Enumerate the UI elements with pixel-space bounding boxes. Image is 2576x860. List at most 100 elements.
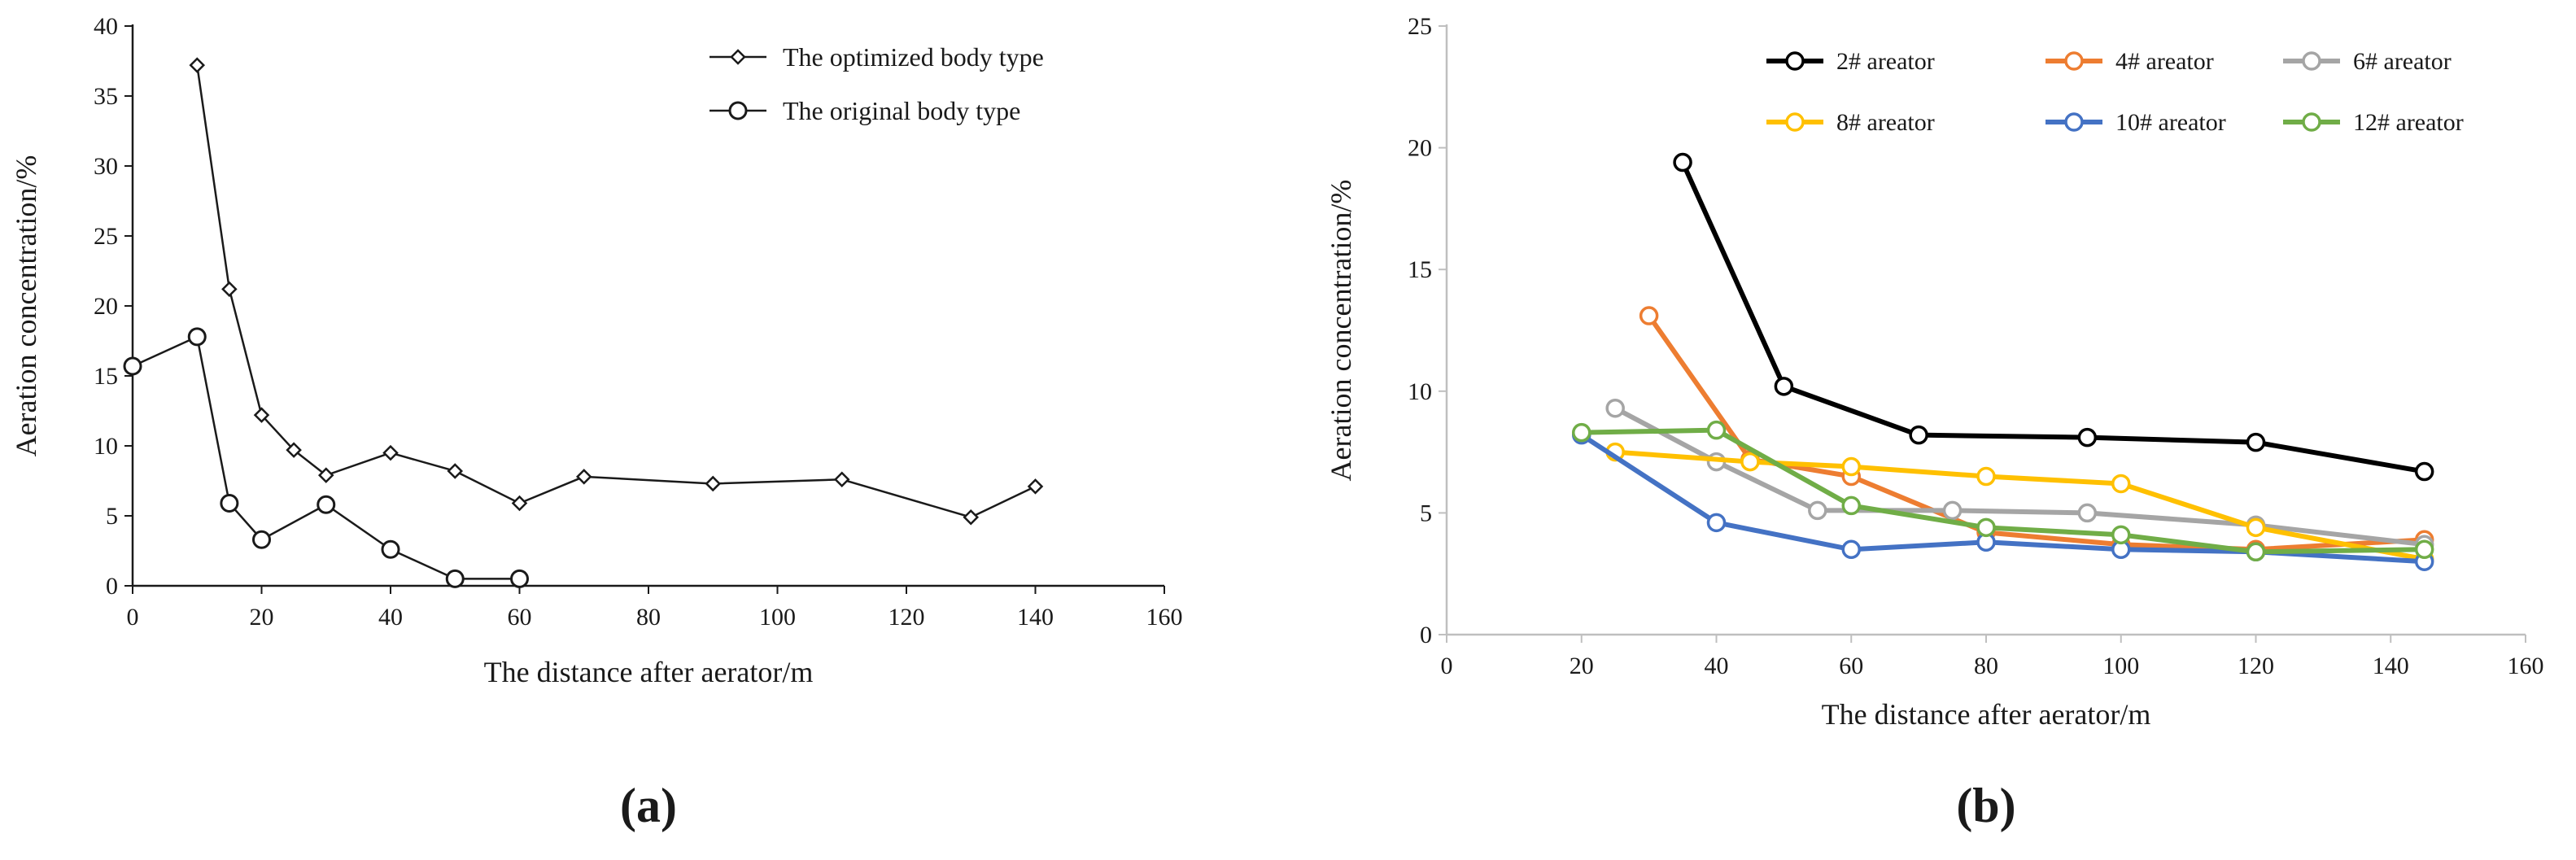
y-tick-label: 25 — [94, 223, 118, 250]
data-point — [1706, 513, 1727, 533]
panel-label: (b) — [1956, 779, 2015, 832]
series-12-areator — [1572, 420, 2434, 562]
series-line — [196, 64, 1037, 518]
x-tick-label: 60 — [508, 604, 532, 631]
data-point — [252, 530, 271, 549]
data-point — [1841, 495, 1861, 516]
data-point — [1808, 500, 1827, 521]
x-axis-label: The distance after aerator/m — [484, 656, 814, 688]
data-point — [575, 469, 592, 485]
data-point — [2111, 474, 2131, 494]
x-tick-label: 140 — [2373, 653, 2409, 679]
legend-a — [709, 49, 766, 120]
panel-label: (a) — [620, 779, 677, 832]
legend-marker — [2302, 51, 2321, 71]
data-point — [1706, 420, 1727, 440]
data-point — [2246, 517, 2266, 538]
x-tick-label: 20 — [250, 604, 274, 631]
y-tick-label: 10 — [94, 433, 118, 460]
y-tick-label: 5 — [1420, 500, 1432, 526]
data-point — [1639, 306, 1659, 325]
data-point — [382, 444, 399, 461]
data-point — [2414, 461, 2434, 482]
x-axis-label: The distance after aerator/m — [1822, 698, 2151, 731]
data-point — [317, 495, 336, 514]
x-tick-label: 160 — [1146, 604, 1183, 631]
y-tick-label: 0 — [106, 573, 118, 600]
data-point — [2077, 427, 2098, 447]
data-point — [2111, 525, 2131, 545]
data-point — [963, 509, 980, 526]
data-point — [2414, 539, 2434, 560]
legend-marker — [2064, 112, 2084, 132]
x-tick-label: 80 — [1974, 653, 1998, 679]
legend-label: 8# areator — [1836, 109, 1935, 136]
data-point — [220, 494, 239, 513]
series-line — [132, 335, 520, 580]
x-tick-label: 40 — [378, 604, 403, 631]
legend-label: 2# areator — [1836, 48, 1935, 75]
legend-marker — [2064, 51, 2084, 71]
data-point — [1976, 517, 1996, 538]
data-point — [1909, 425, 1928, 445]
x-tick-label: 0 — [127, 604, 139, 631]
x-tick-label: 140 — [1017, 604, 1054, 631]
series-4-areator — [1639, 306, 2434, 560]
data-point — [1605, 398, 1625, 418]
y-tick-label: 10 — [1408, 378, 1432, 405]
legend-marker — [730, 49, 746, 65]
data-point — [2246, 432, 2266, 452]
y-tick-label: 20 — [1408, 135, 1432, 162]
y-tick-label: 15 — [1408, 256, 1432, 283]
data-point — [1942, 500, 1963, 521]
legend-label: 12# areator — [2353, 109, 2464, 136]
x-tick-label: 100 — [759, 604, 796, 631]
data-point — [286, 442, 302, 458]
y-tick-label: 15 — [94, 363, 118, 390]
y-tick-label: 35 — [94, 83, 118, 110]
legend-marker — [728, 101, 748, 120]
data-point — [2077, 503, 2098, 523]
x-tick-label: 160 — [2508, 653, 2544, 679]
y-axis-label: Aeration concentration/% — [1325, 180, 1357, 482]
x-tick-label: 100 — [2102, 653, 2139, 679]
data-point — [1027, 478, 1044, 495]
data-point — [705, 475, 722, 492]
x-tick-label: 80 — [636, 604, 661, 631]
data-point — [1774, 377, 1794, 396]
series-line — [1580, 433, 2425, 565]
y-tick-label: 25 — [1408, 13, 1432, 40]
legend-label: 6# areator — [2353, 48, 2452, 75]
data-point — [1740, 452, 1760, 472]
x-tick-label: 40 — [1705, 653, 1729, 679]
series-line — [1680, 161, 2425, 474]
data-point — [1572, 422, 1591, 443]
data-point — [317, 467, 334, 483]
legend-label: 10# areator — [2115, 109, 2226, 136]
legend-label: The optimized body type — [783, 42, 1044, 72]
data-point — [2246, 542, 2266, 562]
data-point — [833, 471, 850, 488]
data-point — [511, 495, 528, 512]
plot-area-a — [123, 24, 1165, 594]
data-point — [1841, 539, 1861, 560]
x-tick-label: 120 — [2238, 653, 2274, 679]
data-point — [1673, 152, 1692, 172]
series-the-original-body-type — [123, 327, 529, 588]
data-point — [445, 569, 465, 588]
data-point — [187, 327, 207, 347]
y-tick-label: 40 — [94, 13, 118, 40]
legend-marker — [2302, 112, 2321, 132]
legend-label: The original body type — [783, 96, 1020, 125]
data-point — [221, 281, 238, 298]
x-tick-label: 20 — [1570, 653, 1594, 679]
y-tick-label: 5 — [106, 503, 118, 530]
data-point — [510, 569, 529, 588]
data-point — [123, 356, 142, 376]
legend-marker — [1785, 51, 1805, 71]
legend-label: 4# areator — [2115, 48, 2214, 75]
y-tick-label: 20 — [94, 293, 118, 320]
data-point — [447, 463, 464, 479]
legend-b — [1766, 51, 2340, 132]
